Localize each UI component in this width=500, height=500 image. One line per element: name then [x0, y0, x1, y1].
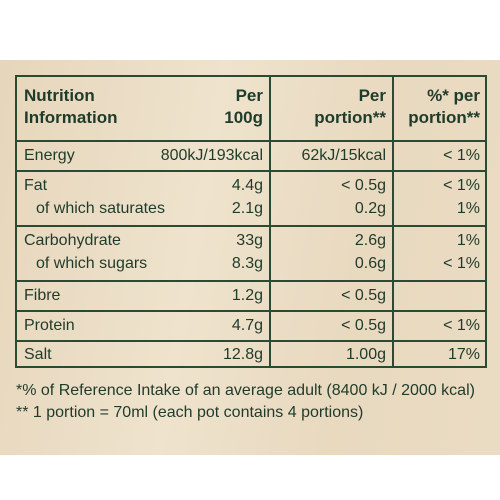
row-divider: [15, 170, 487, 172]
value-cell: 0.6g: [354, 255, 386, 272]
header-cell: Information: [24, 108, 118, 127]
value-cell: < 0.5g: [341, 177, 386, 194]
value-cell: 800kJ/193kcal: [160, 147, 263, 164]
header-cell: 100g: [224, 108, 263, 127]
value-cell: 62kJ/15kcal: [301, 147, 387, 164]
value-cell: < 1%: [443, 317, 480, 334]
row-divider: [15, 310, 487, 312]
value-cell: 1.2g: [231, 287, 263, 304]
value-cell: 1%: [456, 232, 480, 249]
value-cell: 4.7g: [231, 317, 263, 334]
value-cell: 12.8g: [222, 346, 263, 363]
value-cell: 33g: [236, 232, 263, 249]
nutrient-name: Energy: [24, 147, 75, 164]
value-cell: < 0.5g: [341, 317, 386, 334]
header-cell: Per: [358, 86, 386, 105]
nutrient-name: Carbohydrate: [24, 232, 121, 249]
value-cell: 8.3g: [231, 255, 263, 272]
row-divider: [15, 225, 487, 227]
value-cell: 0.2g: [354, 200, 386, 217]
value-cell: 2.6g: [354, 232, 386, 249]
value-cell: 1.00g: [345, 346, 386, 363]
value-cell: < 1%: [443, 177, 480, 194]
row-divider: [15, 280, 487, 282]
packaging: [0, 60, 500, 455]
header-cell: Per: [235, 86, 263, 105]
nutrition-table: [15, 75, 487, 368]
row-divider: [15, 340, 487, 342]
nutrient-name: of which sugars: [36, 255, 148, 272]
footnote: ** 1 portion = 70ml (each pot contains 4…: [16, 404, 364, 421]
header-cell: portion**: [314, 108, 386, 127]
value-cell: < 1%: [443, 255, 480, 272]
value-cell: 1%: [456, 200, 480, 217]
nutrient-name: Protein: [24, 317, 75, 334]
value-cell: < 1%: [443, 147, 480, 164]
value-cell: 2.1g: [231, 200, 263, 217]
nutrient-name: of which saturates: [36, 200, 165, 217]
header-cell: %* per: [427, 86, 480, 105]
nutrient-name: Fibre: [24, 287, 61, 304]
value-cell: 4.4g: [231, 177, 263, 194]
nutrient-name: Salt: [24, 346, 52, 363]
value-cell: < 0.5g: [341, 287, 386, 304]
row-divider: [15, 140, 487, 142]
footnote: *% of Reference Intake of an average adu…: [16, 382, 475, 399]
value-cell: 17%: [447, 346, 480, 363]
nutrient-name: Fat: [24, 177, 48, 194]
column-divider: [392, 75, 394, 368]
header-cell: Nutrition: [24, 86, 95, 105]
header-cell: portion**: [408, 108, 480, 127]
column-divider: [269, 75, 271, 368]
